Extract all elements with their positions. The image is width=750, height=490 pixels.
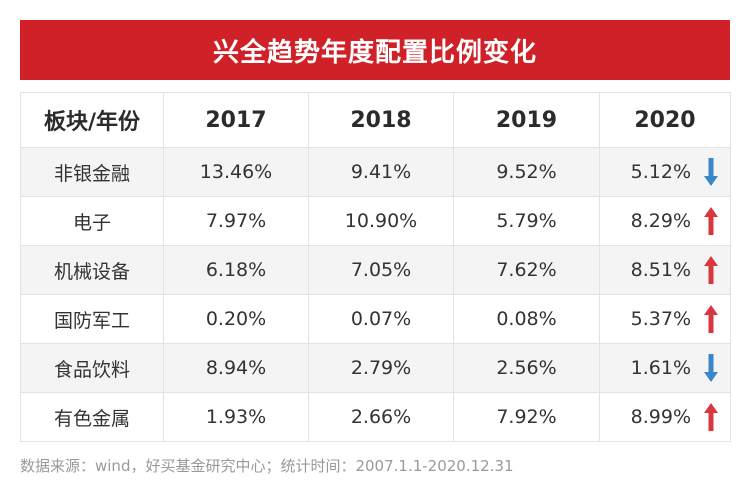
sector-name: 有色金属: [20, 392, 164, 442]
sector-name: 机械设备: [20, 245, 164, 295]
header-2018: 2018: [308, 92, 454, 148]
value-2020-cell: 8.99%: [599, 392, 731, 442]
value-2020: 5.12%: [630, 161, 691, 183]
value-2017: 8.94%: [163, 343, 309, 393]
allocation-table: 板块/年份 2017 2018 2019 2020 非银金融 13.46% 9.…: [20, 92, 731, 442]
value-2020: 8.51%: [630, 259, 691, 281]
value-2017: 7.97%: [163, 196, 309, 246]
value-2020: 8.99%: [630, 406, 691, 428]
value-2020-cell: 1.61%: [599, 343, 731, 393]
table-row: 国防军工 0.20% 0.07% 0.08% 5.37%: [20, 294, 731, 344]
value-2018: 2.66%: [308, 392, 454, 442]
table-row: 食品饮料 8.94% 2.79% 2.56% 1.61%: [20, 343, 731, 393]
page-title: 兴全趋势年度配置比例变化: [212, 37, 537, 68]
title-banner: 兴全趋势年度配置比例变化: [20, 20, 730, 80]
sector-name: 国防军工: [20, 294, 164, 344]
table-row: 非银金融 13.46% 9.41% 9.52% 5.12%: [20, 147, 731, 197]
sector-name: 电子: [20, 196, 164, 246]
value-2018: 0.07%: [308, 294, 454, 344]
value-2018: 2.79%: [308, 343, 454, 393]
value-2020-cell: 8.29%: [599, 196, 731, 246]
table-row: 机械设备 6.18% 7.05% 7.62% 8.51%: [20, 245, 731, 295]
table-row: 有色金属 1.93% 2.66% 7.92% 8.99%: [20, 392, 731, 442]
header-2020: 2020: [599, 92, 731, 148]
header-sector-year: 板块/年份: [20, 92, 164, 148]
value-2017: 0.20%: [163, 294, 309, 344]
value-2018: 7.05%: [308, 245, 454, 295]
value-2017: 13.46%: [163, 147, 309, 197]
trend-down-arrow-icon: [704, 354, 718, 382]
header-2019: 2019: [453, 92, 600, 148]
value-2019: 5.79%: [453, 196, 600, 246]
trend-up-arrow-icon: [704, 256, 718, 284]
value-2020-cell: 5.12%: [599, 147, 731, 197]
value-2017: 1.93%: [163, 392, 309, 442]
sector-name: 食品饮料: [20, 343, 164, 393]
table-row: 电子 7.97% 10.90% 5.79% 8.29%: [20, 196, 731, 246]
value-2019: 0.08%: [453, 294, 600, 344]
value-2020-cell: 8.51%: [599, 245, 731, 295]
trend-up-arrow-icon: [704, 305, 718, 333]
value-2020: 1.61%: [630, 357, 691, 379]
sector-name: 非银金融: [20, 147, 164, 197]
value-2019: 2.56%: [453, 343, 600, 393]
value-2020-cell: 5.37%: [599, 294, 731, 344]
data-source-note: 数据来源：wind，好买基金研究中心；统计时间：2007.1.1-2020.12…: [20, 457, 514, 475]
trend-up-arrow-icon: [704, 403, 718, 431]
value-2019: 9.52%: [453, 147, 600, 197]
value-2020: 8.29%: [630, 210, 691, 232]
value-2018: 9.41%: [308, 147, 454, 197]
trend-up-arrow-icon: [704, 207, 718, 235]
value-2019: 7.62%: [453, 245, 600, 295]
trend-down-arrow-icon: [704, 158, 718, 186]
value-2017: 6.18%: [163, 245, 309, 295]
header-row: 板块/年份 2017 2018 2019 2020: [20, 92, 731, 148]
value-2020: 5.37%: [630, 308, 691, 330]
header-2017: 2017: [163, 92, 309, 148]
value-2019: 7.92%: [453, 392, 600, 442]
value-2018: 10.90%: [308, 196, 454, 246]
